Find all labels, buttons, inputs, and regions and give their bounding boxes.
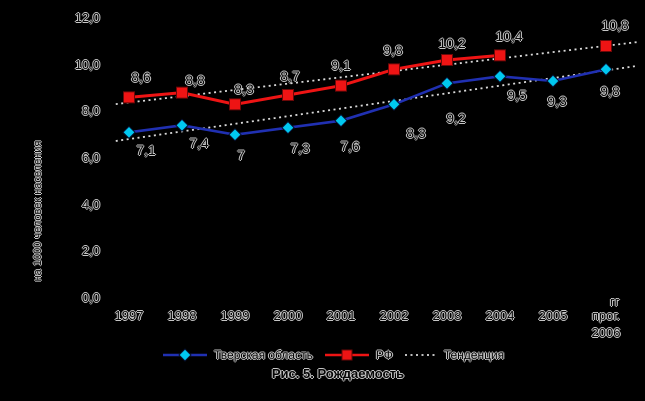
data-point-label: 8,6 bbox=[131, 69, 151, 86]
data-point-marker-tver-oblast bbox=[175, 118, 189, 133]
y-tick-label: 6,0 bbox=[81, 150, 100, 165]
data-point-label: 8,7 bbox=[280, 68, 300, 84]
data-point-marker-rf bbox=[441, 54, 453, 66]
line-diamond-marker-icon bbox=[163, 348, 207, 362]
legend-label-tver-oblast: Тверская область bbox=[214, 348, 313, 362]
y-tick-label: 8,0 bbox=[81, 103, 100, 119]
data-point-marker-rf bbox=[176, 86, 188, 99]
data-point-marker-rf bbox=[494, 49, 506, 62]
legend-item-trend: Тенденция bbox=[404, 348, 504, 362]
y-tick-label: 4,0 bbox=[81, 196, 100, 212]
series-line-tver-oblast bbox=[128, 68, 607, 136]
x-axis-unit-label: гг bbox=[610, 294, 620, 309]
data-point-label: 9,8 bbox=[600, 83, 620, 100]
data-point-label: 9,8 bbox=[383, 42, 403, 59]
data-point-label: 9,2 bbox=[446, 110, 466, 127]
data-point-label: 7,6 bbox=[340, 137, 360, 154]
x-tick-label: 2002 bbox=[379, 308, 409, 323]
data-point-label: 10,2 bbox=[438, 35, 466, 51]
data-point-marker-rf bbox=[123, 91, 135, 104]
data-point-label: 10,4 bbox=[495, 28, 523, 45]
line-square-marker-icon bbox=[324, 349, 369, 361]
y-tick-label: 12,0 bbox=[74, 10, 100, 25]
legend-item-tver-oblast: Тверская область bbox=[162, 348, 313, 362]
data-point-marker-rf bbox=[388, 63, 400, 76]
data-point-marker-tver-oblast bbox=[440, 76, 454, 91]
y-tick-label: 10,0 bbox=[74, 56, 100, 72]
x-tick-label: 2003 bbox=[432, 308, 462, 323]
x-tick-label: прог. 2006 bbox=[591, 308, 621, 340]
data-point-marker-tver-oblast bbox=[387, 97, 401, 112]
series-line-rf bbox=[128, 53, 501, 106]
x-tick-label: 1998 bbox=[167, 308, 197, 323]
legend-label-rf: РФ bbox=[375, 348, 393, 362]
data-point-marker-rf bbox=[229, 98, 241, 111]
data-point-marker-tver-oblast bbox=[228, 127, 242, 142]
y-tick-label: 0,0 bbox=[81, 290, 100, 305]
dotted-line-icon bbox=[404, 354, 437, 356]
data-point-label: 9,5 bbox=[507, 87, 527, 104]
chart-caption: Рис. 5. Рождаемость bbox=[271, 366, 405, 381]
data-point-label: 7,3 bbox=[290, 139, 310, 156]
data-point-label: 9,3 bbox=[547, 93, 567, 109]
data-point-label: 8,8 bbox=[185, 71, 205, 88]
data-point-label: 8,3 bbox=[234, 81, 254, 98]
data-point-marker-rf bbox=[335, 79, 347, 92]
data-point-label: 7,1 bbox=[136, 142, 156, 159]
y-tick-label: 2,0 bbox=[81, 243, 100, 259]
data-point-label: 9,1 bbox=[331, 56, 351, 73]
data-point-label: 10,8 bbox=[601, 17, 629, 33]
x-tick-label: 2001 bbox=[326, 308, 356, 323]
data-point-marker-tver-oblast bbox=[122, 125, 136, 140]
data-point-marker-tver-oblast bbox=[334, 113, 348, 128]
data-point-marker-tver-oblast bbox=[546, 74, 560, 88]
legend-label-trend: Тенденция bbox=[443, 348, 505, 362]
data-point-marker-rf bbox=[282, 89, 294, 101]
legend-item-rf: РФ bbox=[324, 348, 393, 362]
x-tick-label: 1997 bbox=[114, 308, 144, 323]
x-tick-label: 1999 bbox=[220, 308, 250, 323]
data-point-marker-tver-oblast bbox=[493, 69, 507, 84]
x-tick-label: 2000 bbox=[273, 308, 303, 323]
legend: Тверская область РФ Тенденция bbox=[162, 348, 504, 362]
x-tick-label: 2004 bbox=[485, 308, 515, 323]
data-point-label: 7,4 bbox=[189, 135, 209, 152]
data-point-marker-tver-oblast bbox=[599, 62, 613, 77]
data-point-label: 7 bbox=[237, 146, 245, 163]
data-point-label: 8,3 bbox=[406, 125, 426, 142]
x-tick-label: 2005 bbox=[538, 308, 568, 323]
data-point-marker-rf bbox=[600, 40, 612, 52]
data-point-marker-tver-oblast bbox=[281, 120, 295, 135]
